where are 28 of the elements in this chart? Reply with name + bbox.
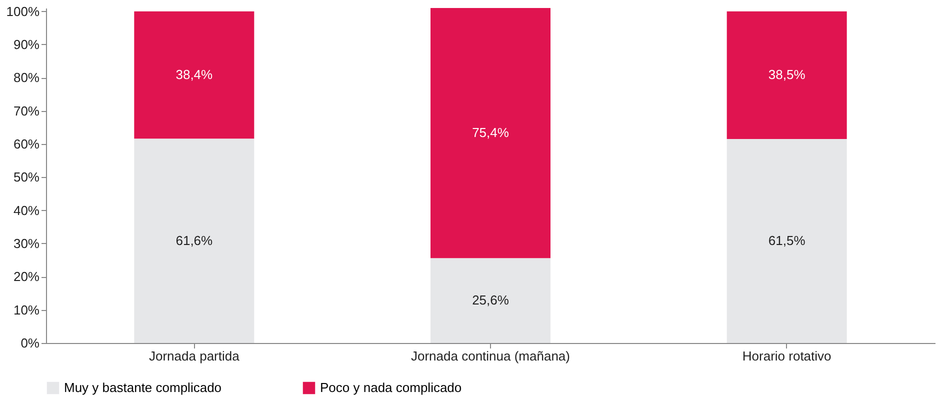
x-tick-label: Jornada partida — [148, 348, 240, 364]
y-tick-label: 40% — [13, 202, 40, 218]
data-label: 38,5% — [768, 67, 806, 82]
bar — [726, 11, 847, 140]
y-tick-label: 100% — [6, 4, 40, 19]
data-label: 38,4% — [176, 67, 214, 82]
y-tick-label: 10% — [13, 302, 40, 318]
x-tick-label: Horario rotativo — [742, 348, 832, 364]
legend-label: Poco y nada complicado — [320, 380, 462, 395]
data-label: 61,5% — [768, 233, 806, 248]
bar — [430, 8, 550, 258]
y-tick-label: 20% — [13, 269, 40, 284]
y-tick-label: 70% — [13, 103, 40, 118]
bar — [134, 11, 254, 139]
bar — [134, 138, 254, 343]
legend-label: Muy y bastante complicado — [64, 380, 222, 395]
x-tick-label: Jornada continua (mañana) — [411, 348, 570, 364]
y-tick-label: 0% — [20, 336, 40, 350]
y-tick-label: 60% — [13, 136, 40, 152]
y-tick-label: 80% — [13, 70, 40, 86]
y-tick-label: 30% — [13, 236, 40, 251]
data-label: 25,6% — [472, 292, 510, 308]
bar — [430, 258, 550, 343]
bar — [726, 139, 847, 343]
data-label: 75,4% — [472, 125, 510, 140]
y-tick-label: 50% — [13, 170, 40, 185]
data-label: 61,6% — [176, 232, 214, 248]
y-tick-label: 90% — [13, 36, 40, 52]
